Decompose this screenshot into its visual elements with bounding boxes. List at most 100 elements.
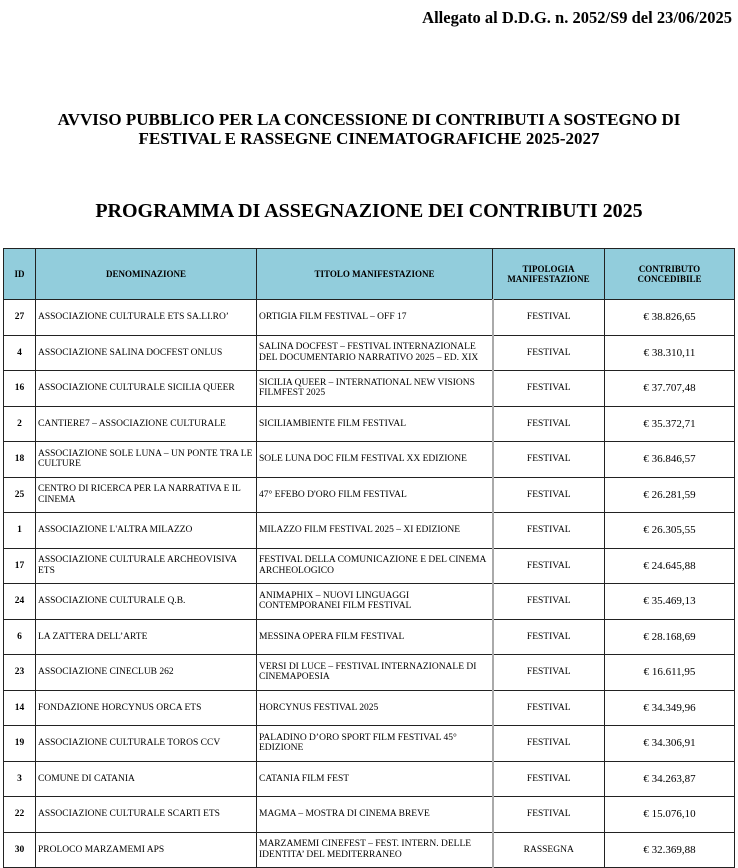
- table-row: 18 ASSOCIAZIONE SOLE LUNA – UN PONTE TRA …: [3, 441, 735, 478]
- row-contributo: € 34.349,96: [604, 689, 735, 726]
- table-row: 16 ASSOCIAZIONE CULTURALE SICILIA QUEER SI…: [3, 370, 735, 407]
- row-id: 19: [3, 725, 36, 762]
- row-denominazione: LA ZATTERA DELL’ARTE: [35, 618, 257, 655]
- row-id: 23: [3, 654, 36, 691]
- row-titolo: SOLE LUNA DOC FILM FESTIVAL XX EDIZIONE: [256, 441, 493, 478]
- row-denominazione: ASSOCIAZIONE CULTURALE ARCHEOVISIVA ETS: [35, 547, 257, 584]
- row-titolo: ANIMAPHIX – NUOVI LINGUAGGI CONTEMPORANE…: [256, 583, 493, 620]
- row-titolo: MESSINA OPERA FILM FESTIVAL: [256, 618, 493, 655]
- row-titolo: SICILIA QUEER – INTERNATIONAL NEW VISION…: [256, 370, 493, 407]
- row-titolo: 47° EFEBO D'ORO FILM FESTIVAL: [256, 476, 493, 513]
- row-tipologia: FESTIVAL: [491, 618, 605, 655]
- row-contributo: € 15.076,10: [604, 796, 735, 833]
- row-denominazione: ASSOCIAZIONE CULTURALE SCARTI ETS: [35, 796, 257, 833]
- row-tipologia: FESTIVAL: [491, 689, 605, 726]
- document-subtitle: PROGRAMMA DI ASSEGNAZIONE DEI CONTRIBUTI…: [95, 200, 643, 222]
- row-tipologia: FESTIVAL: [491, 760, 605, 797]
- row-denominazione: ASSOCIAZIONE CULTURALE SICILIA QUEER: [35, 370, 257, 407]
- row-tipologia: RASSEGNA: [491, 831, 605, 868]
- row-titolo: MAGMA – MOSTRA DI CINEMA BREVE: [256, 796, 493, 833]
- row-id: 18: [3, 441, 36, 478]
- row-titolo: VERSI DI LUCE – FESTIVAL INTERNAZIONALE …: [256, 654, 493, 691]
- row-id: 4: [3, 334, 36, 371]
- document-title: AVVISO PUBBLICO PER LA CONCESSIONE DI CO…: [0, 110, 738, 148]
- row-denominazione: ASSOCIAZIONE L'ALTRA MILAZZO: [35, 512, 257, 549]
- row-contributo: € 37.707,48: [604, 370, 735, 407]
- row-tipologia: FESTIVAL: [491, 334, 605, 371]
- row-denominazione: FONDAZIONE HORCYNUS ORCA ETS: [35, 689, 257, 726]
- row-contributo: € 36.846,57: [604, 441, 735, 478]
- table-row: 27 ASSOCIAZIONE CULTURALE ETS SA.LI.RO’ OR…: [3, 299, 735, 336]
- table-row: 6 LA ZATTERA DELL’ARTE MESSINA OPERA FILM …: [3, 618, 735, 655]
- row-id: 1: [3, 512, 36, 549]
- row-tipologia: FESTIVAL: [491, 370, 605, 407]
- row-contributo: € 34.263,87: [604, 760, 735, 797]
- row-tipologia: FESTIVAL: [491, 547, 605, 584]
- contributions-table: ID DENOMINAZIONE TITOLO MANIFESTAZIONE T…: [3, 248, 735, 868]
- row-contributo: € 16.611,95: [604, 654, 735, 691]
- table-row: 22 ASSOCIAZIONE CULTURALE SCARTI ETS MAGMA…: [3, 796, 735, 833]
- row-contributo: € 35.469,13: [604, 583, 735, 620]
- row-titolo: FESTIVAL DELLA COMUNICAZIONE E DEL CINEM…: [256, 547, 493, 584]
- table-row: 3 COMUNE DI CATANIA CATANIA FILM FEST FESTI…: [3, 760, 735, 797]
- table-row: 25 CENTRO DI RICERCA PER LA NARRATIVA E I…: [3, 476, 735, 513]
- row-id: 25: [3, 476, 36, 513]
- row-denominazione: PROLOCO MARZAMEMI APS: [35, 831, 257, 868]
- column-header-id: ID: [3, 248, 36, 300]
- row-tipologia: FESTIVAL: [491, 405, 605, 442]
- table-row: 1 ASSOCIAZIONE L'ALTRA MILAZZO MILAZZO FIL…: [3, 512, 735, 549]
- column-header-titolo: TITOLO MANIFESTAZIONE: [256, 248, 493, 300]
- table-row: 24 ASSOCIAZIONE CULTURALE Q.B. ANIMAPHIX –…: [3, 583, 735, 620]
- table-row: 23 ASSOCIAZIONE CINECLUB 262 VERSI DI LUCE…: [3, 654, 735, 691]
- table-header-row: ID DENOMINAZIONE TITOLO MANIFESTAZIONE T…: [3, 248, 735, 300]
- row-id: 30: [3, 831, 36, 868]
- row-titolo: MILAZZO FILM FESTIVAL 2025 – XI EDIZIONE: [256, 512, 493, 549]
- row-titolo: HORCYNUS FESTIVAL 2025: [256, 689, 493, 726]
- row-tipologia: FESTIVAL: [491, 441, 605, 478]
- row-id: 2: [3, 405, 36, 442]
- row-denominazione: COMUNE DI CATANIA: [35, 760, 257, 797]
- row-contributo: € 32.369,88: [604, 831, 735, 868]
- table-row: 30 PROLOCO MARZAMEMI APS MARZAMEMI CINEFES…: [3, 831, 735, 868]
- table-row: 4 ASSOCIAZIONE SALINA DOCFEST ONLUS SALINA…: [3, 334, 735, 371]
- title-line-1: AVVISO PUBBLICO PER LA CONCESSIONE DI CO…: [57, 110, 681, 129]
- column-header-contributo: CONTRIBUTO CONCEDIBILE: [604, 248, 735, 300]
- column-header-denominazione: DENOMINAZIONE: [35, 248, 257, 300]
- row-denominazione: CENTRO DI RICERCA PER LA NARRATIVA E IL …: [35, 476, 257, 513]
- table-row: 19 ASSOCIAZIONE CULTURALE TOROS CCV PALADI…: [3, 725, 735, 762]
- row-titolo: SICILIAMBIENTE FILM FESTIVAL: [256, 405, 493, 442]
- row-titolo: SALINA DOCFEST – FESTIVAL INTERNAZIONALE…: [256, 334, 493, 371]
- row-denominazione: ASSOCIAZIONE SALINA DOCFEST ONLUS: [35, 334, 257, 371]
- row-id: 3: [3, 760, 36, 797]
- row-contributo: € 24.645,88: [604, 547, 735, 584]
- row-denominazione: ASSOCIAZIONE CINECLUB 262: [35, 654, 257, 691]
- row-tipologia: FESTIVAL: [491, 796, 605, 833]
- row-tipologia: FESTIVAL: [491, 476, 605, 513]
- row-tipologia: FESTIVAL: [491, 654, 605, 691]
- row-titolo: PALADINO D’ORO SPORT FILM FESTIVAL 45° E…: [256, 725, 493, 762]
- table-row: 2 CANTIERE7 – ASSOCIAZIONE CULTURALE SICIL…: [3, 405, 735, 442]
- column-header-tipologia: TIPOLOGIA MANIFESTAZIONE: [492, 248, 605, 300]
- row-tipologia: FESTIVAL: [491, 725, 605, 762]
- row-titolo: ORTIGIA FILM FESTIVAL – OFF 17: [256, 299, 493, 336]
- attachment-reference: Allegato al D.D.G. n. 2052/S9 del 23/06/…: [422, 8, 732, 27]
- row-id: 24: [3, 583, 36, 620]
- row-tipologia: FESTIVAL: [491, 512, 605, 549]
- row-denominazione: ASSOCIAZIONE SOLE LUNA – UN PONTE TRA LE…: [35, 441, 257, 478]
- row-id: 17: [3, 547, 36, 584]
- row-contributo: € 28.168,69: [604, 618, 735, 655]
- row-titolo: MARZAMEMI CINEFEST – FEST. INTERN. DELLE…: [256, 831, 493, 868]
- row-id: 27: [3, 299, 36, 336]
- row-id: 16: [3, 370, 36, 407]
- row-denominazione: ASSOCIAZIONE CULTURALE Q.B.: [35, 583, 257, 620]
- row-tipologia: FESTIVAL: [491, 583, 605, 620]
- row-contributo: € 26.281,59: [604, 476, 735, 513]
- row-id: 6: [3, 618, 36, 655]
- row-tipologia: FESTIVAL: [491, 299, 605, 336]
- row-contributo: € 38.310,11: [604, 334, 735, 371]
- row-contributo: € 34.306,91: [604, 725, 735, 762]
- table-row: 14 FONDAZIONE HORCYNUS ORCA ETS HORCYNUS F…: [3, 689, 735, 726]
- row-contributo: € 38.826,65: [604, 299, 735, 336]
- row-id: 22: [3, 796, 36, 833]
- row-contributo: € 26.305,55: [604, 512, 735, 549]
